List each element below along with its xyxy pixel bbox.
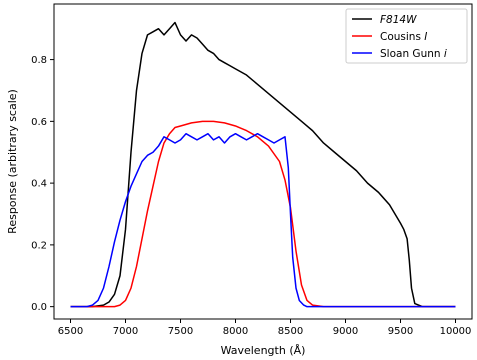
legend-label-2: Sloan Gunn i [380,48,447,60]
y-tick-label: 0.6 [31,117,47,128]
y-tick-label: 0.8 [31,55,47,66]
series-line-1 [70,120,456,308]
x-tick-label: 8000 [223,326,248,337]
y-tick-label: 0.4 [31,179,47,190]
x-tick-label: 10000 [440,326,472,337]
legend-label-1: Cousins I [380,31,427,43]
x-axis-ticks: 6500 7000 7500 8000 8500 9000 9500 10000 [58,319,472,337]
x-axis-label: Wavelength (Å) [221,344,306,357]
plot-frame [53,3,473,320]
y-tick-label: 0.2 [31,240,47,251]
y-axis-ticks: 0.0 0.2 0.4 0.6 0.8 [31,55,54,313]
y-axis-label: Response (arbitrary scale) [6,89,19,234]
x-tick-label: 7500 [168,326,193,337]
series-line-2 [70,132,456,308]
series-layer [70,21,456,308]
legend-box [345,8,468,64]
series-line-0 [70,21,456,308]
legend: F814W Cousins I Sloan Gunn i [345,8,468,64]
x-tick-label: 9500 [388,326,413,337]
x-tick-label: 6500 [58,326,83,337]
x-tick-label: 7000 [113,326,138,337]
x-tick-label: 9000 [333,326,358,337]
y-tick-label: 0.0 [31,302,47,313]
x-tick-label: 8500 [278,326,303,337]
legend-label-0: F814W [380,14,417,26]
